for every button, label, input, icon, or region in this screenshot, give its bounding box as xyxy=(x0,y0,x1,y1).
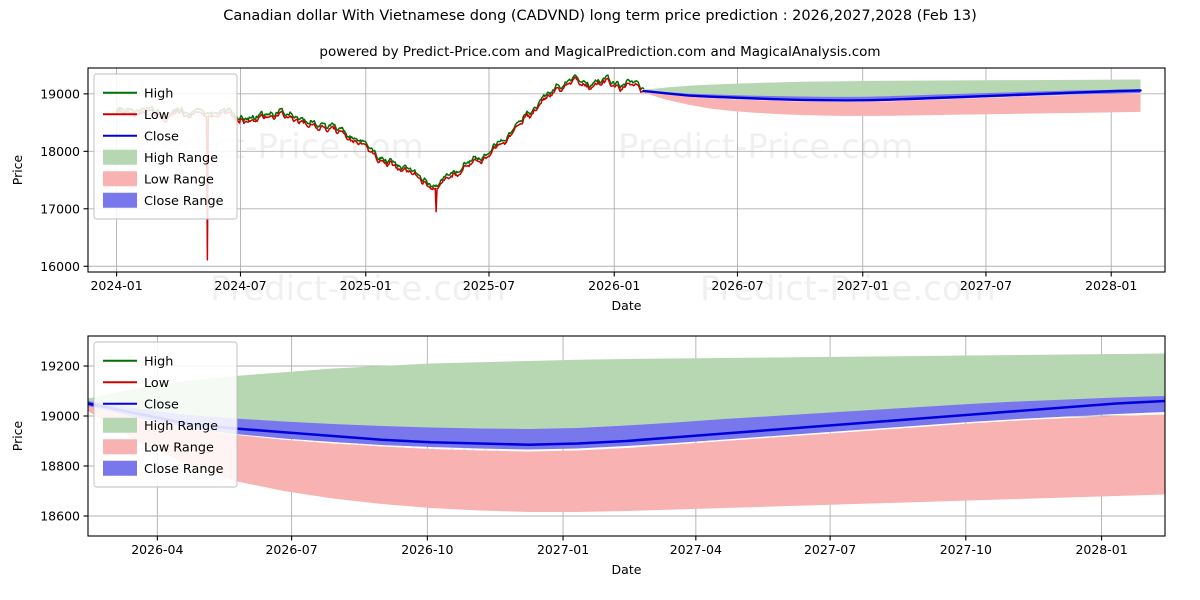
series-group xyxy=(115,74,1142,261)
x-tick-label: 2027-01 xyxy=(537,542,589,557)
legend-item[interactable]: Close Range xyxy=(103,460,224,477)
x-axis-label: Date xyxy=(612,562,642,577)
legend-label: Close xyxy=(144,397,179,412)
watermark-text: Predict-Price.com xyxy=(700,269,996,309)
watermark-text: Predict-Price.com xyxy=(618,127,914,167)
y-axis: 16000 17000 18000 19000 Price xyxy=(10,86,88,274)
legend-patch-swatch xyxy=(103,192,137,208)
legend-label: Close Range xyxy=(144,462,224,477)
forecast-detail-chart-legend: High Low Close High Range Low Range Close Ran… xyxy=(93,341,238,488)
x-tick-label: 2028-01 xyxy=(1085,278,1137,293)
legend-patch-swatch xyxy=(103,460,137,476)
legend-item[interactable]: Close xyxy=(103,397,179,412)
x-tick-label: 2024-07 xyxy=(214,278,266,293)
legend-label: Low xyxy=(144,376,169,391)
close-forecast-line xyxy=(88,399,1165,447)
watermark-group: Predict-Price.com Predict-Price.com Predic… xyxy=(128,127,996,309)
legend-patch-swatch xyxy=(103,417,137,433)
y-tick-label: 19200 xyxy=(40,359,80,374)
x-tick-label: 2026-04 xyxy=(131,542,183,557)
legend-patch-swatch xyxy=(103,171,137,187)
overview-chart: Predict-Price.com Predict-Price.com Predic… xyxy=(10,67,1166,313)
legend-item[interactable]: Close xyxy=(103,129,179,144)
y-tick-label: 17000 xyxy=(40,201,80,216)
y-axis: 18600 18800 19000 19200 Price xyxy=(10,359,88,524)
y-tick-label: 18600 xyxy=(40,509,80,524)
legend-item[interactable]: Low xyxy=(103,376,169,391)
x-axis-label: Date xyxy=(612,298,642,313)
legend-label: Close xyxy=(144,129,179,144)
legend-patch-swatch xyxy=(103,439,137,455)
legend-label: Low xyxy=(144,108,169,123)
x-tick-label: 2026-10 xyxy=(401,542,453,557)
y-tick-label: 18000 xyxy=(40,144,80,159)
legend-item[interactable]: High xyxy=(103,354,173,369)
legend-label: Low Range xyxy=(144,172,214,187)
y-axis-label: Price xyxy=(10,420,25,451)
y-tick-label: 19000 xyxy=(40,86,80,101)
y-tick-label: 19000 xyxy=(40,409,80,424)
x-tick-label: 2025-07 xyxy=(463,278,515,293)
page-title: Canadian dollar With Vietnamese dong (CA… xyxy=(223,8,977,24)
x-tick-label: 2025-01 xyxy=(340,278,392,293)
x-tick-label: 2027-07 xyxy=(960,278,1012,293)
x-tick-label: 2026-07 xyxy=(711,278,763,293)
low-range-band xyxy=(643,91,1141,116)
x-tick-label: 2026-07 xyxy=(265,542,317,557)
forecast-detail-chart: Predict-Price.comPredict-Price.com186001… xyxy=(10,335,1166,577)
overview-chart-legend: High Low Close High Range Low Range Close Ran… xyxy=(93,73,238,220)
x-tick-label: 2027-04 xyxy=(670,542,722,557)
legend-patch-swatch xyxy=(103,149,137,165)
y-axis-label: Price xyxy=(10,154,25,185)
legend-item[interactable]: High xyxy=(103,86,173,101)
legend-item[interactable]: Close Range xyxy=(103,192,224,209)
series-group xyxy=(88,353,1165,512)
x-tick-label: 2027-10 xyxy=(940,542,992,557)
y-tick-label: 16000 xyxy=(40,259,80,274)
legend-label: Close Range xyxy=(144,194,224,209)
legend-label: High xyxy=(144,354,173,369)
legend-label: High Range xyxy=(144,419,218,434)
x-tick-label: 2027-07 xyxy=(804,542,856,557)
legend-item[interactable]: High Range xyxy=(103,417,218,434)
low-range-band xyxy=(88,406,1165,512)
y-tick-label: 18800 xyxy=(40,459,80,474)
watermark-text: Predict-Price.com xyxy=(210,269,506,309)
legend-item[interactable]: Low Range xyxy=(103,439,214,455)
axis-frame xyxy=(87,67,1166,273)
legend-item[interactable]: Low xyxy=(103,108,169,123)
legend-item[interactable]: High Range xyxy=(103,149,218,166)
legend-label: High xyxy=(144,86,173,101)
x-tick-label: 2028-01 xyxy=(1075,542,1127,557)
axis-frame xyxy=(87,335,1166,537)
legend-label: High Range xyxy=(144,151,218,166)
x-axis: 2024-01 2024-07 2025-01 2025-07 2026-01 2026-… xyxy=(90,272,1137,313)
x-axis: 2026-04 2026-07 2026-10 2027-01 2027-04 2027-… xyxy=(131,536,1128,577)
close-forecast-line xyxy=(642,89,1142,102)
x-tick-label: 2026-01 xyxy=(588,278,640,293)
x-tick-label: 2027-01 xyxy=(837,278,889,293)
page-subtitle: powered by Predict-Price.com and Magical… xyxy=(319,44,881,60)
legend-item[interactable]: Low Range xyxy=(103,171,214,187)
close-range-band xyxy=(88,396,1165,450)
legend-label: Low Range xyxy=(144,440,214,455)
x-tick-label: 2024-01 xyxy=(90,278,142,293)
